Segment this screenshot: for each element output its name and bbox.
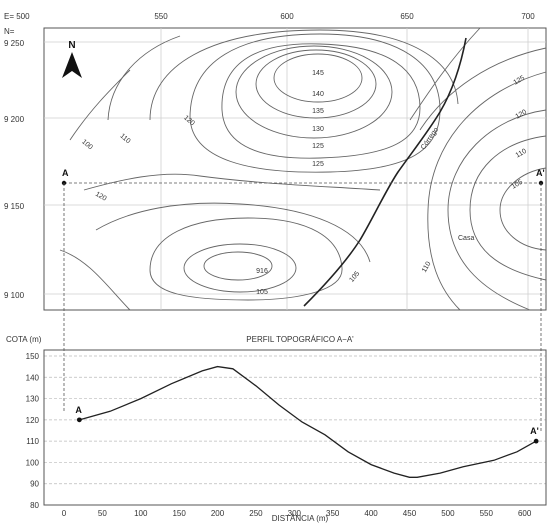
profile-x-tick-label: 200 [211, 509, 225, 518]
profile-x-tick-label: 50 [98, 509, 107, 518]
profile-x-tick-label: 150 [172, 509, 186, 518]
northing-tick: 9 250 [4, 39, 25, 48]
contour-label: 120 [94, 191, 108, 203]
profile-point-label: A [75, 405, 82, 415]
contour-label: 916 [256, 268, 268, 275]
profile-chart: COTA (m) PERFIL TOPOGRÁFICO A−A' DISTÂNC… [6, 335, 546, 523]
profile-x-tick-label: 550 [480, 509, 494, 518]
section-line: A A' [62, 168, 545, 185]
contour-label: 125 [312, 161, 324, 168]
profile-x-tick-label: 450 [403, 509, 417, 518]
profile-x-tick-label: 400 [364, 509, 378, 518]
profile-x-tick-label: 250 [249, 509, 263, 518]
profile-x-tick-label: 350 [326, 509, 340, 518]
profile-y-tick-label: 90 [30, 480, 39, 489]
north-label: N [68, 40, 75, 51]
profile-title: PERFIL TOPOGRÁFICO A−A' [246, 335, 354, 344]
north-arrow: N [62, 40, 82, 78]
map-grid [44, 28, 546, 310]
house-label: Casa [458, 235, 474, 242]
contour-label: 145 [312, 70, 324, 77]
northing-tick: 9 150 [4, 202, 25, 211]
profile-y-ticks: 80 90 100 110 120 130 140 150 [26, 352, 40, 510]
contour-label: 120 [514, 109, 528, 121]
profile-y-tick-label: 140 [26, 373, 40, 382]
contour-label: 130 [312, 126, 324, 133]
map-frame [44, 28, 546, 310]
section-start-label: A [62, 168, 69, 178]
profile-x-tick-label: 0 [62, 509, 67, 518]
contour-label: 105 [256, 289, 268, 296]
contour-label: 125 [312, 143, 324, 150]
profile-x-ticks: 0 50 100 150 200 250 300 350 400 450 500 550 600 [62, 509, 532, 518]
northing-tick: 9 200 [4, 115, 25, 124]
profile-y-tick-label: 150 [26, 352, 40, 361]
contour-label: 105 [510, 179, 524, 191]
easting-tick: 600 [280, 12, 294, 21]
contour-label: 110 [421, 261, 433, 274]
profile-x-tick-label: 600 [518, 509, 532, 518]
profile-y-tick-label: 110 [26, 437, 39, 446]
profile-y-tick-label: 120 [26, 416, 40, 425]
profile-series-line [79, 367, 536, 478]
easting-tick: 700 [521, 12, 535, 21]
profile-end-point [534, 439, 539, 444]
contour-label: 125 [512, 75, 526, 87]
profile-grid [44, 356, 546, 505]
northing-prefix-label: N= [4, 27, 15, 36]
contour-label: 140 [312, 91, 324, 98]
profile-y-tick-label: 80 [30, 501, 39, 510]
contour-label: 110 [515, 148, 528, 160]
contour-label: 105 [348, 270, 361, 284]
profile-x-tick-label: 300 [288, 509, 302, 518]
easting-tick: 550 [154, 12, 168, 21]
profile-y-tick-label: 130 [26, 395, 40, 404]
profile-x-tick-label: 100 [134, 509, 148, 518]
contour-label: 110 [118, 133, 131, 146]
profile-point-label: A' [530, 426, 539, 436]
contour-label: 100 [80, 138, 94, 151]
north-arrow-icon [62, 52, 82, 78]
contour-map: E= 500 N= 550 600 650 700 9 250 9 200 9 … [4, 12, 546, 433]
profile-frame [44, 350, 546, 505]
contour-lines [60, 28, 546, 310]
contour-label: 120 [182, 114, 196, 127]
easting-tick: 650 [400, 12, 414, 21]
profile-x-tick-label: 500 [441, 509, 455, 518]
northing-tick: 9 100 [4, 291, 25, 300]
easting-origin-label: E= 500 [4, 12, 30, 21]
contour-label: 135 [312, 108, 324, 115]
profile-end-point [77, 417, 82, 422]
profile-y-tick-label: 100 [26, 458, 40, 467]
profile-y-axis-label: COTA (m) [6, 335, 42, 344]
section-end-label: A' [536, 168, 545, 178]
